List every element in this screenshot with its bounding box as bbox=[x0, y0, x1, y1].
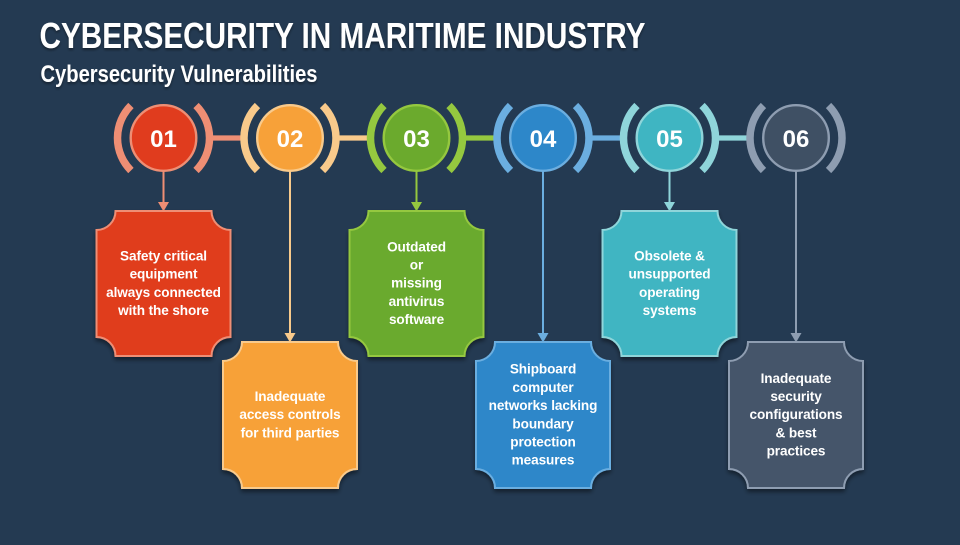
svg-text:Inadequate: Inadequate bbox=[761, 371, 832, 386]
svg-text:unsupported: unsupported bbox=[629, 267, 711, 282]
svg-text:measures: measures bbox=[512, 453, 575, 468]
svg-text:equipment: equipment bbox=[130, 267, 198, 282]
svg-text:always connected: always connected bbox=[106, 285, 221, 300]
svg-text:security: security bbox=[770, 389, 822, 404]
svg-text:Outdated: Outdated bbox=[387, 239, 446, 254]
svg-text:configurations: configurations bbox=[750, 407, 843, 422]
svg-text:05: 05 bbox=[656, 126, 683, 153]
svg-text:01: 01 bbox=[150, 126, 177, 153]
svg-text:06: 06 bbox=[783, 126, 810, 153]
svg-text:boundary: boundary bbox=[512, 416, 574, 431]
svg-text:computer: computer bbox=[512, 380, 574, 395]
svg-text:04: 04 bbox=[530, 126, 557, 153]
svg-text:Inadequate: Inadequate bbox=[255, 389, 326, 404]
svg-text:& best: & best bbox=[776, 425, 818, 440]
svg-text:systems: systems bbox=[643, 303, 697, 318]
svg-text:protection: protection bbox=[510, 435, 575, 450]
svg-text:or: or bbox=[410, 258, 424, 273]
svg-text:CYBERSECURITY IN MARITIME INDU: CYBERSECURITY IN MARITIME INDUSTRY bbox=[40, 15, 646, 56]
svg-text:operating: operating bbox=[639, 285, 700, 300]
svg-text:with the shore: with the shore bbox=[117, 303, 209, 318]
svg-text:Cybersecurity Vulnerabilities: Cybersecurity Vulnerabilities bbox=[41, 61, 318, 88]
svg-text:software: software bbox=[389, 312, 445, 327]
svg-text:03: 03 bbox=[403, 126, 430, 153]
svg-text:for third parties: for third parties bbox=[241, 425, 340, 440]
svg-text:Shipboard: Shipboard bbox=[510, 362, 576, 377]
svg-text:antivirus: antivirus bbox=[389, 294, 445, 309]
svg-text:missing: missing bbox=[391, 276, 442, 291]
svg-text:practices: practices bbox=[767, 444, 826, 459]
svg-text:networks lacking: networks lacking bbox=[489, 398, 598, 413]
svg-text:02: 02 bbox=[277, 126, 304, 153]
svg-text:Safety critical: Safety critical bbox=[120, 248, 207, 263]
svg-text:access controls: access controls bbox=[239, 407, 340, 422]
svg-text:Obsolete &: Obsolete & bbox=[634, 248, 705, 263]
